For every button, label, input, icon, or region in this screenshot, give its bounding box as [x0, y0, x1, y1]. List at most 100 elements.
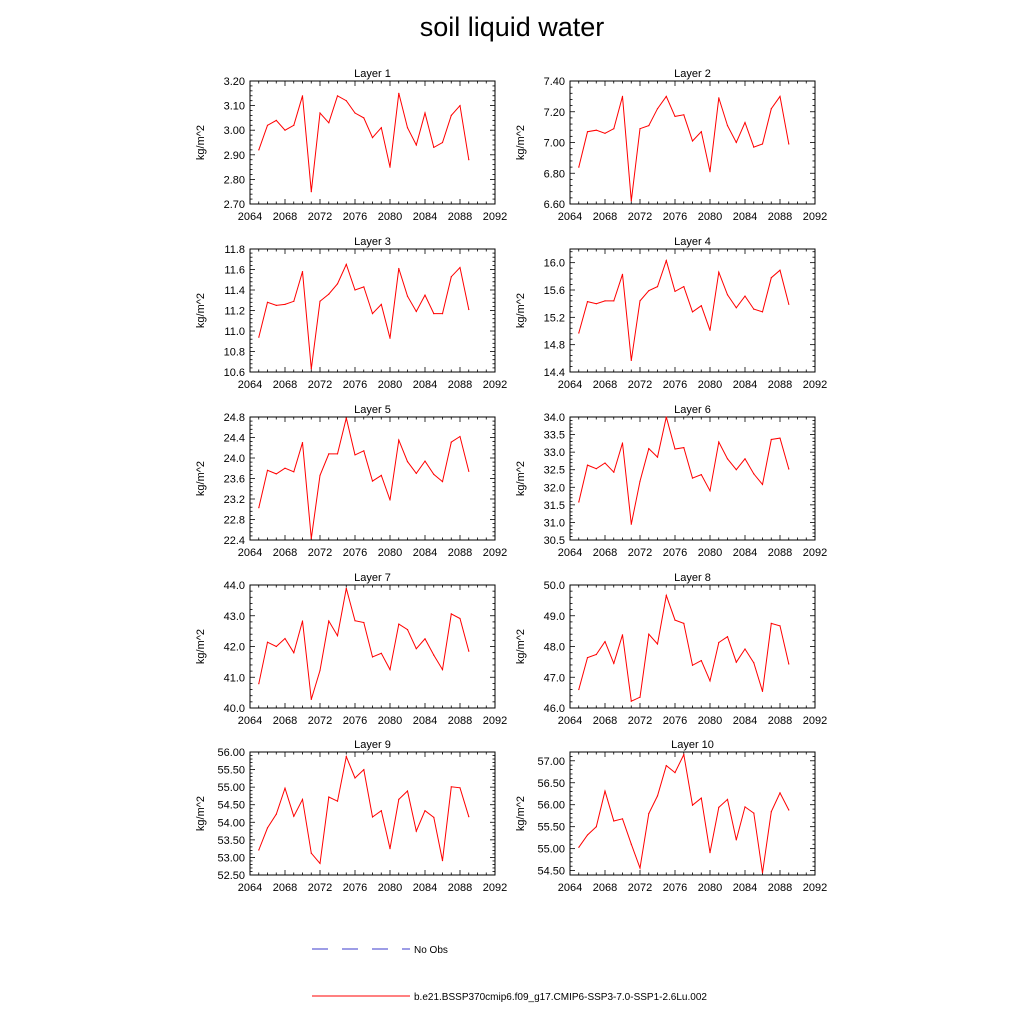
data-point: [718, 271, 720, 273]
x-tick-label: 2080: [698, 547, 722, 559]
data-point: [700, 131, 702, 133]
data-point: [354, 289, 356, 291]
data-point: [665, 594, 667, 597]
plot-frame: [249, 416, 496, 541]
data-point: [788, 809, 790, 811]
x-tick-label: 2092: [803, 211, 827, 223]
data-point: [433, 473, 435, 475]
y-tick-label: 7.00: [544, 138, 565, 150]
chart-layer-4: Layer 4 kg/m^2 2064 2068 2072 2076 2080 2084 208…: [515, 236, 827, 391]
x-tick-label: 2088: [768, 882, 792, 894]
x-tick-label: 2092: [483, 211, 507, 223]
data-point: [753, 473, 755, 475]
data-point: [293, 815, 295, 817]
chart-layer-7: Layer 7 kg/m^2 2064 2068 2072 2076 2080 2084 208…: [195, 572, 507, 727]
chart-title: Layer 7: [354, 572, 391, 584]
data-point: [665, 95, 667, 97]
y-tick-label: 33.5: [544, 430, 565, 442]
data-point: [433, 654, 435, 656]
data-point: [424, 294, 426, 296]
chart-layer-6: Layer 6 kg/m^2 2064 2068 2072 2076 2080 2084 208…: [515, 404, 827, 559]
y-tick-label: 10.6: [224, 367, 245, 379]
data-point: [595, 826, 597, 828]
series-line: [578, 95, 790, 201]
data-point: [726, 125, 729, 127]
x-tick-label: 2076: [663, 547, 687, 559]
data-point: [293, 471, 295, 473]
data-point: [266, 301, 269, 303]
data-point: [718, 806, 720, 809]
x-tick-label: 2064: [238, 547, 262, 559]
data-point: [744, 121, 746, 124]
data-point: [336, 635, 339, 637]
data-point: [319, 300, 321, 302]
data-point: [433, 313, 435, 315]
plot-frame: [569, 751, 816, 876]
y-tick-label: 24.8: [224, 412, 245, 424]
data-point: [441, 481, 444, 483]
x-tick-label: 2084: [413, 379, 437, 391]
chart-title: Layer 4: [674, 236, 711, 248]
y-tick-label: 40.0: [224, 703, 245, 715]
data-point: [674, 290, 676, 292]
data-point: [744, 295, 746, 297]
data-point: [578, 846, 580, 848]
data-point: [779, 437, 781, 439]
data-point: [578, 688, 580, 691]
data-point: [648, 290, 650, 292]
data-point: [275, 304, 277, 306]
data-point: [674, 448, 676, 450]
x-tick-label: 2080: [698, 715, 722, 727]
y-tick-label: 32.0: [544, 482, 565, 494]
data-point: [718, 97, 720, 99]
y-tick-label: 11.6: [224, 265, 245, 277]
data-point: [284, 303, 286, 305]
y-tick-label: 15.2: [544, 312, 565, 324]
data-point: [578, 166, 580, 168]
data-point: [613, 471, 615, 473]
y-tick-label: 10.8: [224, 347, 245, 359]
data-point: [371, 656, 374, 658]
y-tick-label: 47.0: [544, 672, 565, 684]
series-line: [578, 593, 790, 702]
data-point: [761, 483, 764, 486]
y-tick-label: 30.5: [544, 535, 565, 547]
data-point: [363, 769, 365, 771]
y-tick-label: 41.0: [224, 672, 245, 684]
data-point: [468, 816, 470, 818]
data-point: [319, 474, 321, 476]
data-point: [735, 307, 737, 309]
data-point: [639, 128, 641, 130]
data-point: [371, 480, 374, 482]
data-point: [630, 523, 632, 525]
x-tick-label: 2080: [378, 547, 402, 559]
data-point: [788, 143, 790, 145]
y-tick-label: 32.5: [544, 465, 565, 477]
y-tick-label: 31.5: [544, 500, 565, 512]
y-tick-label: 15.6: [544, 285, 565, 297]
x-tick-label: 2072: [308, 715, 332, 727]
x-tick-label: 2088: [768, 211, 792, 223]
data-point: [468, 159, 470, 161]
x-tick-label: 2076: [663, 211, 687, 223]
data-point: [459, 266, 461, 269]
y-axis-label: kg/m^2: [515, 796, 527, 831]
data-point: [258, 507, 260, 509]
y-axis-label: kg/m^2: [195, 796, 207, 831]
legend-obs-label: No Obs: [414, 945, 448, 956]
y-axis-label: kg/m^2: [515, 125, 527, 160]
data-point: [656, 108, 659, 110]
x-tick-label: 2084: [413, 211, 437, 223]
data-point: [258, 683, 260, 685]
data-point: [468, 470, 470, 472]
data-point: [665, 765, 667, 767]
data-point: [406, 461, 409, 463]
x-tick-label: 2084: [733, 547, 757, 559]
data-point: [761, 872, 764, 874]
y-tick-label: 11.2: [224, 306, 245, 318]
data-point: [468, 650, 470, 652]
data-point: [415, 830, 417, 832]
x-tick-label: 2064: [558, 715, 582, 727]
x-tick-label: 2064: [238, 882, 262, 894]
x-tick-label: 2072: [308, 882, 332, 894]
